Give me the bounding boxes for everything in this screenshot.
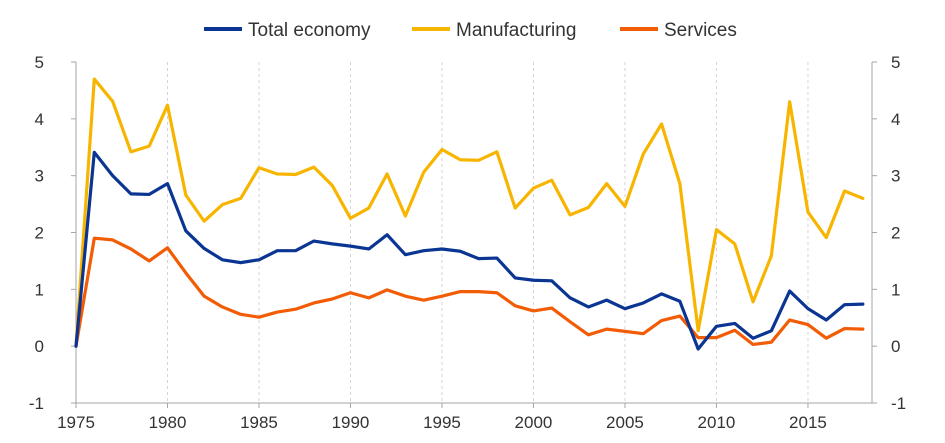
series-line-manufacturing [74,77,865,348]
y-tick-label-right: 5 [891,53,900,72]
y-tick-label-left: 5 [35,53,44,72]
y-tick-label-right: 1 [891,280,900,299]
y-tick-label-left: 3 [35,167,44,186]
y-tick-label-left: 1 [35,280,44,299]
series-line-services [74,236,865,348]
legend-label-total-economy: Total economy [248,20,371,41]
y-tick-label-left: -1 [29,394,44,413]
y-tick-label-left: 0 [35,337,44,356]
y-tick-label-left: 4 [35,110,44,129]
series-line-total-economy [74,150,865,351]
x-tick-label: 1990 [332,413,370,432]
y-tick-label-right: 0 [891,337,900,356]
x-tick-label: 2000 [515,413,553,432]
chart-tick-labels: -1 -1 0 0 1 1 2 2 3 3 4 4 5 5 1975 1980 1985 1990 1995 2000… [29,53,906,432]
y-tick-label-left: 2 [35,224,44,243]
x-tick-label: 2010 [698,413,736,432]
y-tick-label-right: 4 [891,110,900,129]
x-tick-label: 1985 [240,413,278,432]
legend-label-services: Services [664,20,737,41]
y-tick-label-right: 2 [891,224,900,243]
legend-label-manufacturing: Manufacturing [456,20,576,41]
x-tick-label: 2005 [606,413,644,432]
chart-gridlines [166,62,809,403]
chart-legend: Total economy Manufacturing Services [204,20,737,41]
x-tick-label: 1995 [423,413,461,432]
x-tick-label: 1975 [57,413,95,432]
y-tick-label-right: -1 [891,394,906,413]
chart-series [74,77,865,351]
y-tick-label-right: 3 [891,167,900,186]
x-tick-label: 1980 [149,413,187,432]
x-tick-label: 2015 [789,413,827,432]
